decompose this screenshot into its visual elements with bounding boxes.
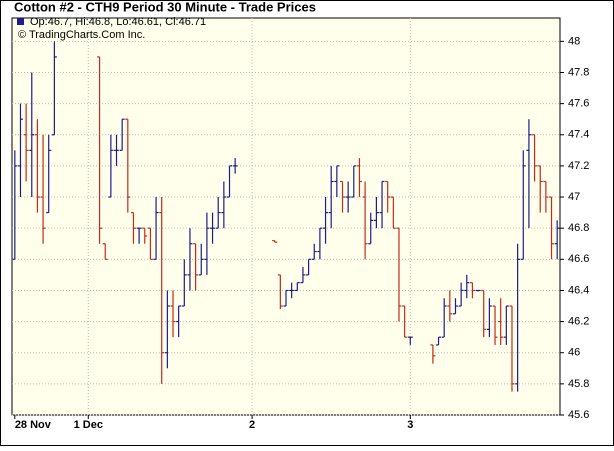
y-tick-label: 47.4 <box>568 129 589 141</box>
y-tick-label: 46.4 <box>568 284 589 296</box>
x-tick-label: 28 Nov <box>15 419 52 431</box>
y-tick-label: 45.8 <box>568 378 589 390</box>
y-tick-label: 47.8 <box>568 66 589 78</box>
x-tick-label: 3 <box>407 419 413 431</box>
y-tick-label: 45.6 <box>568 409 589 421</box>
y-tick-label: 47.2 <box>568 160 589 172</box>
plot-area <box>11 17 561 416</box>
y-tick-label: 46.6 <box>568 253 589 265</box>
x-tick-label: 1 Dec <box>74 419 103 431</box>
y-tick-label: 46 <box>568 347 580 359</box>
y-tick-label: 47.6 <box>568 98 589 110</box>
legend-text: Op:46.7, Hi:46.8, Lo:46.61, Cl:46.71 <box>30 16 206 28</box>
y-tick-label: 48 <box>568 35 580 47</box>
y-tick-label: 46.2 <box>568 315 589 327</box>
y-tick-label: 47 <box>568 191 580 203</box>
chart-title: Cotton #2 - CTH9 Period 30 Minute - Trad… <box>14 0 316 14</box>
y-tick-label: 46.8 <box>568 222 589 234</box>
legend-swatch <box>17 18 24 25</box>
x-tick-label: 2 <box>249 419 255 431</box>
copyright: © TradingCharts.Com Inc. <box>18 29 145 41</box>
